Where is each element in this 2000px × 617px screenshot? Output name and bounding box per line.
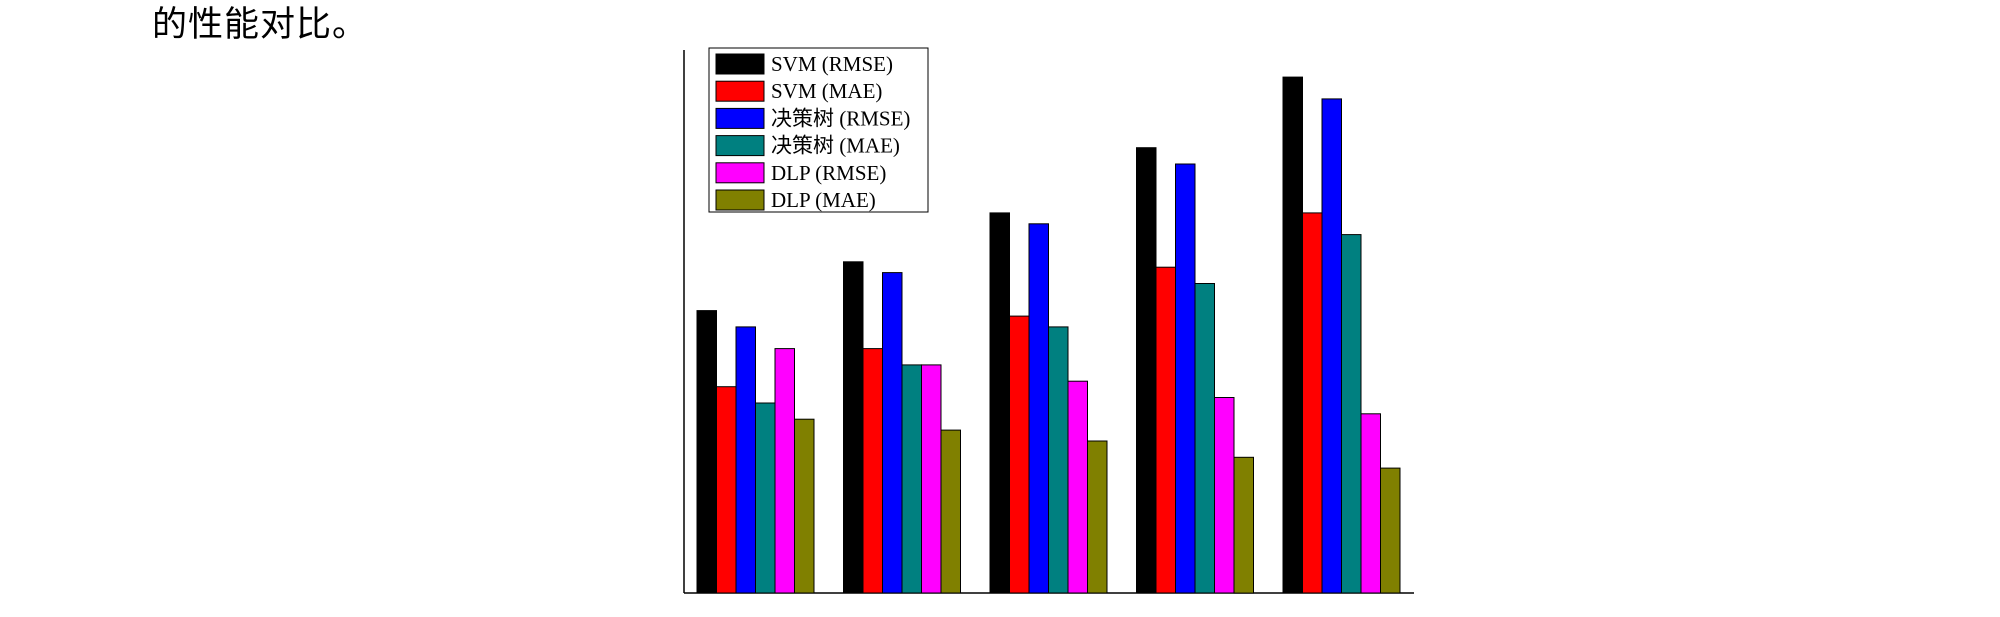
bars-group bbox=[696, 76, 1401, 594]
bar-series-3-category-1 bbox=[735, 326, 756, 594]
bar-series-4-category-5 bbox=[1341, 234, 1362, 594]
bar-series-4-category-3 bbox=[1048, 326, 1069, 594]
bar-series-2-category-4 bbox=[1155, 266, 1176, 594]
legend-swatch-5 bbox=[715, 162, 765, 184]
legend-swatch-1 bbox=[715, 53, 765, 75]
bar-series-1-category-4 bbox=[1136, 147, 1157, 594]
bar-series-6-category-1 bbox=[794, 418, 815, 594]
legend-box bbox=[708, 47, 929, 213]
bar-series-2-category-2 bbox=[862, 348, 883, 594]
bar-series-5-category-3 bbox=[1067, 380, 1088, 594]
bar-series-1-category-2 bbox=[843, 261, 864, 594]
bar-series-6-category-3 bbox=[1087, 440, 1108, 594]
bar-series-5-category-4 bbox=[1214, 397, 1235, 594]
legend-swatch-4 bbox=[715, 135, 765, 157]
bar-series-5-category-1 bbox=[774, 348, 795, 594]
legend-label-3: 决策树 (RMSE) bbox=[771, 106, 910, 130]
legend-label-5: DLP (RMSE) bbox=[771, 161, 886, 185]
bar-series-6-category-4 bbox=[1233, 456, 1254, 594]
bar-series-2-category-5 bbox=[1302, 212, 1323, 594]
bar-series-2-category-1 bbox=[716, 386, 737, 594]
legend-label-2: SVM (MAE) bbox=[771, 79, 882, 103]
bar-series-6-category-5 bbox=[1380, 467, 1401, 594]
bar-series-1-category-5 bbox=[1282, 76, 1303, 594]
bar-series-6-category-2 bbox=[940, 429, 961, 594]
bar-series-5-category-5 bbox=[1360, 413, 1381, 594]
bar-series-4-category-4 bbox=[1194, 283, 1215, 594]
bar-series-5-category-2 bbox=[921, 364, 942, 594]
legend-swatch-3 bbox=[715, 107, 765, 129]
bar-series-3-category-3 bbox=[1028, 223, 1049, 594]
bar-series-1-category-3 bbox=[989, 212, 1010, 594]
legend-swatch-2 bbox=[715, 80, 765, 102]
bar-series-1-category-1 bbox=[696, 310, 717, 594]
legend: SVM (RMSE) SVM (MAE) 决策树 (RMSE) 决策树 (MAE) DL… bbox=[708, 47, 929, 213]
bar-series-4-category-2 bbox=[901, 364, 922, 594]
legend-label-4: 决策树 (MAE) bbox=[771, 134, 900, 158]
bar-series-3-category-4 bbox=[1175, 163, 1196, 594]
legend-label-6: DLP (MAE) bbox=[771, 188, 876, 212]
caption-text: 的性能对比。 bbox=[152, 5, 369, 45]
bar-series-2-category-3 bbox=[1009, 315, 1030, 594]
bar-series-4-category-1 bbox=[755, 402, 776, 594]
legend-label-1: SVM (RMSE) bbox=[771, 52, 893, 76]
bar-series-3-category-5 bbox=[1321, 98, 1342, 594]
bar-series-3-category-2 bbox=[882, 272, 903, 594]
legend-swatch-6 bbox=[715, 189, 765, 211]
